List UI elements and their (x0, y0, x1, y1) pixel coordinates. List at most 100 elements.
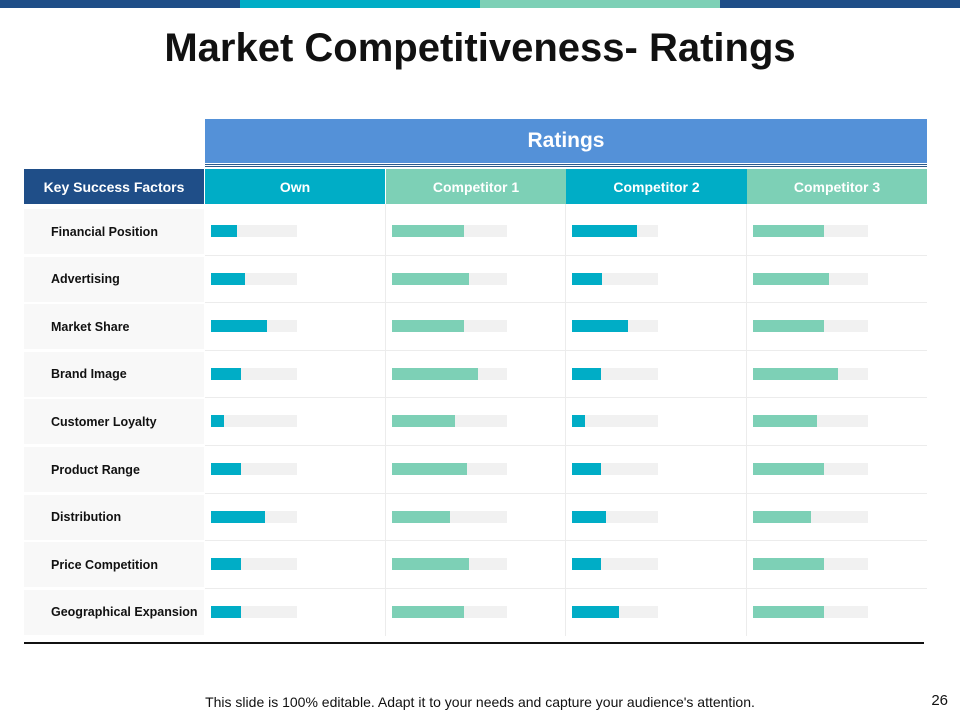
accent-segment-teal (240, 0, 480, 8)
rating-bar-track (392, 225, 507, 237)
rating-bar-fill (392, 320, 464, 332)
rating-bar-fill (753, 511, 811, 523)
row-label: Price Competition (24, 542, 204, 588)
rating-bar-track (753, 511, 868, 523)
accent-segment-dark-blue-2 (720, 0, 960, 8)
rating-bar-fill (572, 368, 601, 380)
rating-bar-fill (211, 320, 267, 332)
ratings-divider (205, 164, 927, 165)
rating-bar-track (211, 320, 297, 332)
rating-bar-track (211, 606, 297, 618)
row-label: Geographical Expansion (24, 589, 204, 635)
rating-bar-fill (211, 225, 237, 237)
rating-bar-fill (392, 511, 450, 523)
rating-bar-fill (753, 368, 838, 380)
row-label: Advertising (24, 256, 204, 302)
rating-bar-fill (753, 320, 824, 332)
rating-bar-track (211, 558, 297, 570)
rating-bar-fill (753, 606, 824, 618)
rating-bar-fill (572, 606, 619, 618)
rating-bar-track (572, 511, 658, 523)
rating-bar-fill (392, 368, 478, 380)
row-separator (205, 445, 927, 446)
rating-bar-track (392, 415, 507, 427)
table-bottom-rule (24, 642, 924, 644)
rating-bar-fill (211, 415, 224, 427)
rating-bar-fill (392, 415, 455, 427)
rating-bar-track (753, 606, 868, 618)
rating-bar-fill (572, 225, 637, 237)
accent-segment-mint (480, 0, 720, 8)
rating-bar-track (572, 225, 658, 237)
row-separator (205, 540, 927, 541)
rating-bar-track (572, 463, 658, 475)
column-separator (565, 204, 566, 636)
row-separator (205, 302, 927, 303)
rating-bar-fill (572, 415, 585, 427)
rating-bar-track (211, 511, 297, 523)
column-separator (385, 204, 386, 636)
rating-bar-track (572, 415, 658, 427)
rating-bar-fill (392, 558, 469, 570)
rating-bar-track (753, 225, 868, 237)
rating-bar-track (572, 320, 658, 332)
rating-bar-fill (211, 463, 241, 475)
rating-bar-track (753, 463, 868, 475)
rating-bar-track (753, 273, 868, 285)
column-header-2: Competitor 2 (566, 169, 747, 204)
rating-bar-track (392, 463, 507, 475)
row-separator (205, 588, 927, 589)
rating-bar-track (392, 558, 507, 570)
rating-bar-track (392, 511, 507, 523)
rating-bar-track (211, 273, 297, 285)
rating-bar-fill (211, 606, 241, 618)
page-number: 26 (931, 692, 948, 709)
row-label: Product Range (24, 447, 204, 492)
column-header-1: Competitor 1 (386, 169, 566, 204)
rating-bar-track (211, 368, 297, 380)
rating-bar-fill (753, 463, 824, 475)
row-separator (205, 255, 927, 256)
footer-note: This slide is 100% editable. Adapt it to… (205, 694, 755, 710)
rating-bar-fill (753, 415, 817, 427)
rating-bar-fill (211, 511, 265, 523)
ratings-divider-2 (205, 166, 927, 167)
rating-bar-fill (572, 463, 601, 475)
top-accent-bar (0, 0, 960, 8)
rating-bar-fill (753, 558, 824, 570)
rating-bar-track (572, 273, 658, 285)
rating-bar-fill (392, 463, 467, 475)
rating-bar-track (572, 606, 658, 618)
rating-bar-fill (572, 320, 628, 332)
rating-bar-fill (572, 558, 601, 570)
rating-bar-fill (211, 273, 245, 285)
accent-segment-dark-blue (0, 0, 240, 8)
rating-bar-fill (572, 511, 606, 523)
row-label: Brand Image (24, 351, 204, 397)
key-success-factors-header: Key Success Factors (24, 169, 204, 204)
rating-bar-fill (572, 273, 602, 285)
rating-bar-track (392, 368, 507, 380)
rating-bar-track (753, 558, 868, 570)
row-separator (205, 397, 927, 398)
rating-bar-fill (211, 368, 241, 380)
rating-bar-track (392, 320, 507, 332)
slide-title: Market Competitiveness- Ratings (164, 26, 796, 70)
row-separator (205, 350, 927, 351)
rating-bar-fill (753, 273, 829, 285)
rating-bar-fill (753, 225, 824, 237)
row-label: Financial Position (24, 209, 204, 254)
rating-bar-track (753, 415, 868, 427)
rating-bar-track (211, 225, 297, 237)
rating-bar-track (392, 606, 507, 618)
rating-bar-fill (211, 558, 241, 570)
rating-bar-track (211, 463, 297, 475)
column-separator (746, 204, 747, 636)
row-label: Customer Loyalty (24, 399, 204, 445)
row-label: Distribution (24, 494, 204, 540)
rating-bar-track (211, 415, 297, 427)
rating-bar-fill (392, 273, 469, 285)
column-header-3: Competitor 3 (747, 169, 927, 204)
rating-bar-track (572, 368, 658, 380)
rating-bar-track (753, 320, 868, 332)
